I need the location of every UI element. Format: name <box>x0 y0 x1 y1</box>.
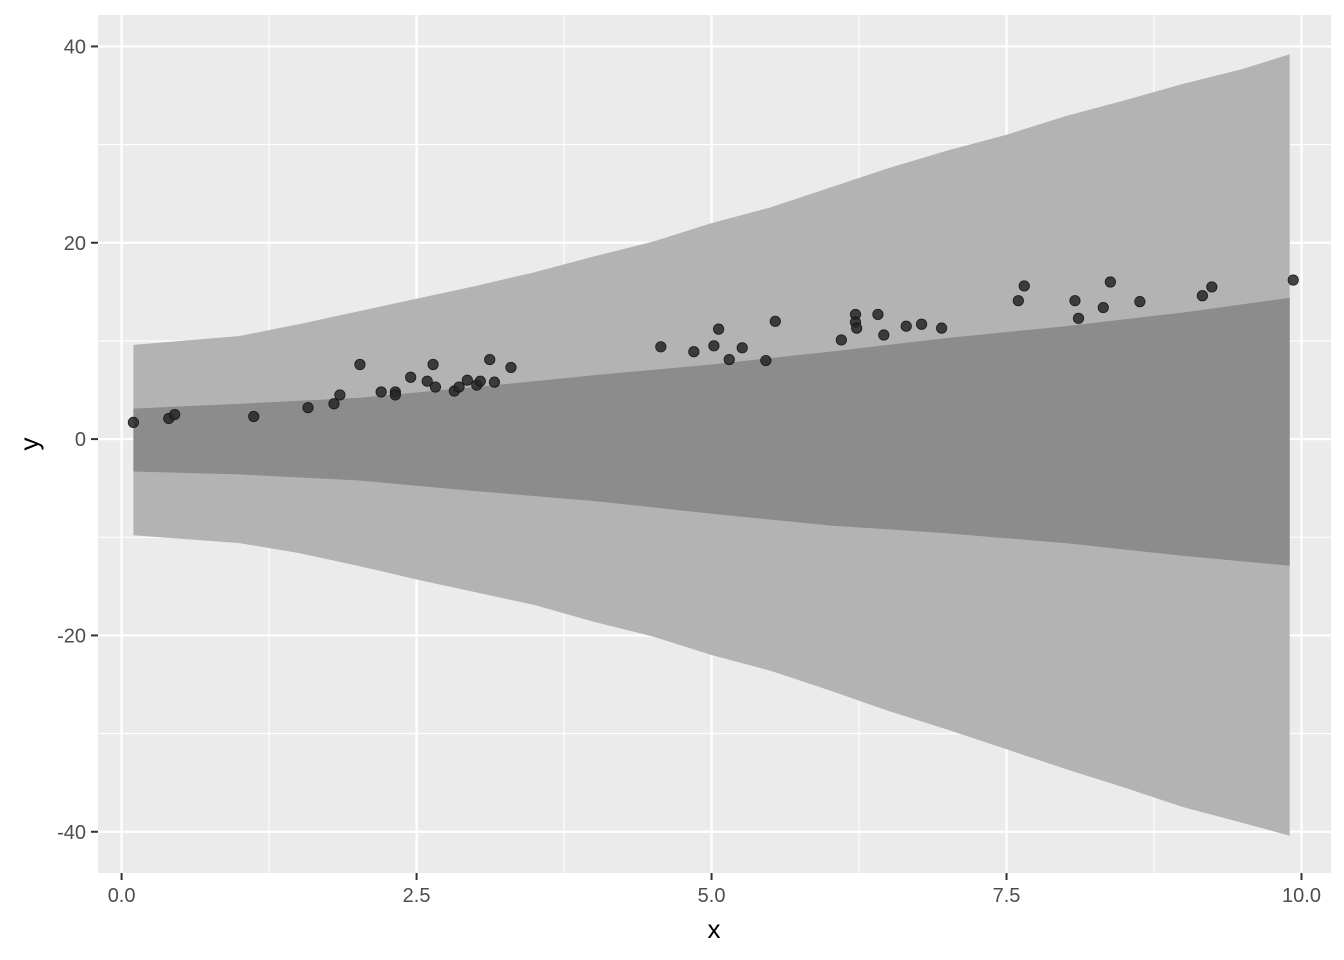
data-point <box>723 353 735 366</box>
data-point <box>375 386 387 398</box>
y-axis-title: y <box>14 438 44 451</box>
y-tick-label: 20 <box>64 233 86 255</box>
data-point <box>688 346 700 358</box>
data-point <box>354 358 366 371</box>
data-point <box>453 381 465 393</box>
y-tick-label: 0 <box>75 429 86 451</box>
data-point <box>900 320 912 332</box>
data-point <box>427 358 439 371</box>
x-axis-title: x <box>708 914 721 944</box>
data-point <box>1072 312 1085 324</box>
data-point <box>915 318 928 330</box>
data-point <box>328 398 340 410</box>
data-points <box>127 274 1299 429</box>
data-point <box>1287 274 1299 286</box>
data-point <box>505 361 517 374</box>
data-point <box>835 334 847 346</box>
data-point <box>872 308 884 321</box>
data-point <box>713 323 725 335</box>
data-point <box>484 353 496 366</box>
y-tick-label: 40 <box>64 36 86 58</box>
data-point <box>736 342 748 354</box>
data-point <box>389 389 401 401</box>
data-point <box>1069 295 1081 307</box>
data-point <box>461 374 473 386</box>
data-point <box>248 410 260 423</box>
x-tick-label: 0.0 <box>108 885 136 907</box>
data-point <box>474 375 486 387</box>
inner-band <box>133 297 1290 566</box>
data-point <box>1097 301 1109 314</box>
prediction-bands <box>133 54 1290 836</box>
data-point <box>127 416 139 429</box>
data-point <box>169 408 181 421</box>
data-point <box>488 376 501 388</box>
data-point <box>429 381 442 393</box>
data-point <box>334 389 346 401</box>
x-tick-label: 5.0 <box>698 885 726 907</box>
data-point <box>1134 296 1146 308</box>
data-point <box>1104 276 1116 288</box>
data-point <box>936 322 948 334</box>
data-point <box>302 402 314 414</box>
data-point <box>878 329 890 341</box>
data-point <box>760 354 772 367</box>
data-point <box>1196 290 1208 302</box>
data-point <box>655 341 667 353</box>
data-point <box>1018 280 1030 292</box>
data-point <box>769 315 781 327</box>
data-point <box>851 322 863 334</box>
y-tick-label: -40 <box>57 822 86 844</box>
x-tick-label: 2.5 <box>403 885 431 907</box>
x-tick-label: 7.5 <box>993 885 1021 907</box>
y-tick-label: -20 <box>57 625 86 647</box>
data-point <box>1206 281 1218 293</box>
x-tick-label: 10.0 <box>1282 885 1321 907</box>
y-axis: -40 -20 0 20 40 <box>57 36 98 844</box>
data-point <box>421 375 433 387</box>
x-axis: 0.0 2.5 5.0 7.5 10.0 <box>108 873 1321 907</box>
data-point <box>708 340 720 352</box>
data-point <box>1012 295 1024 307</box>
data-point <box>405 371 417 383</box>
